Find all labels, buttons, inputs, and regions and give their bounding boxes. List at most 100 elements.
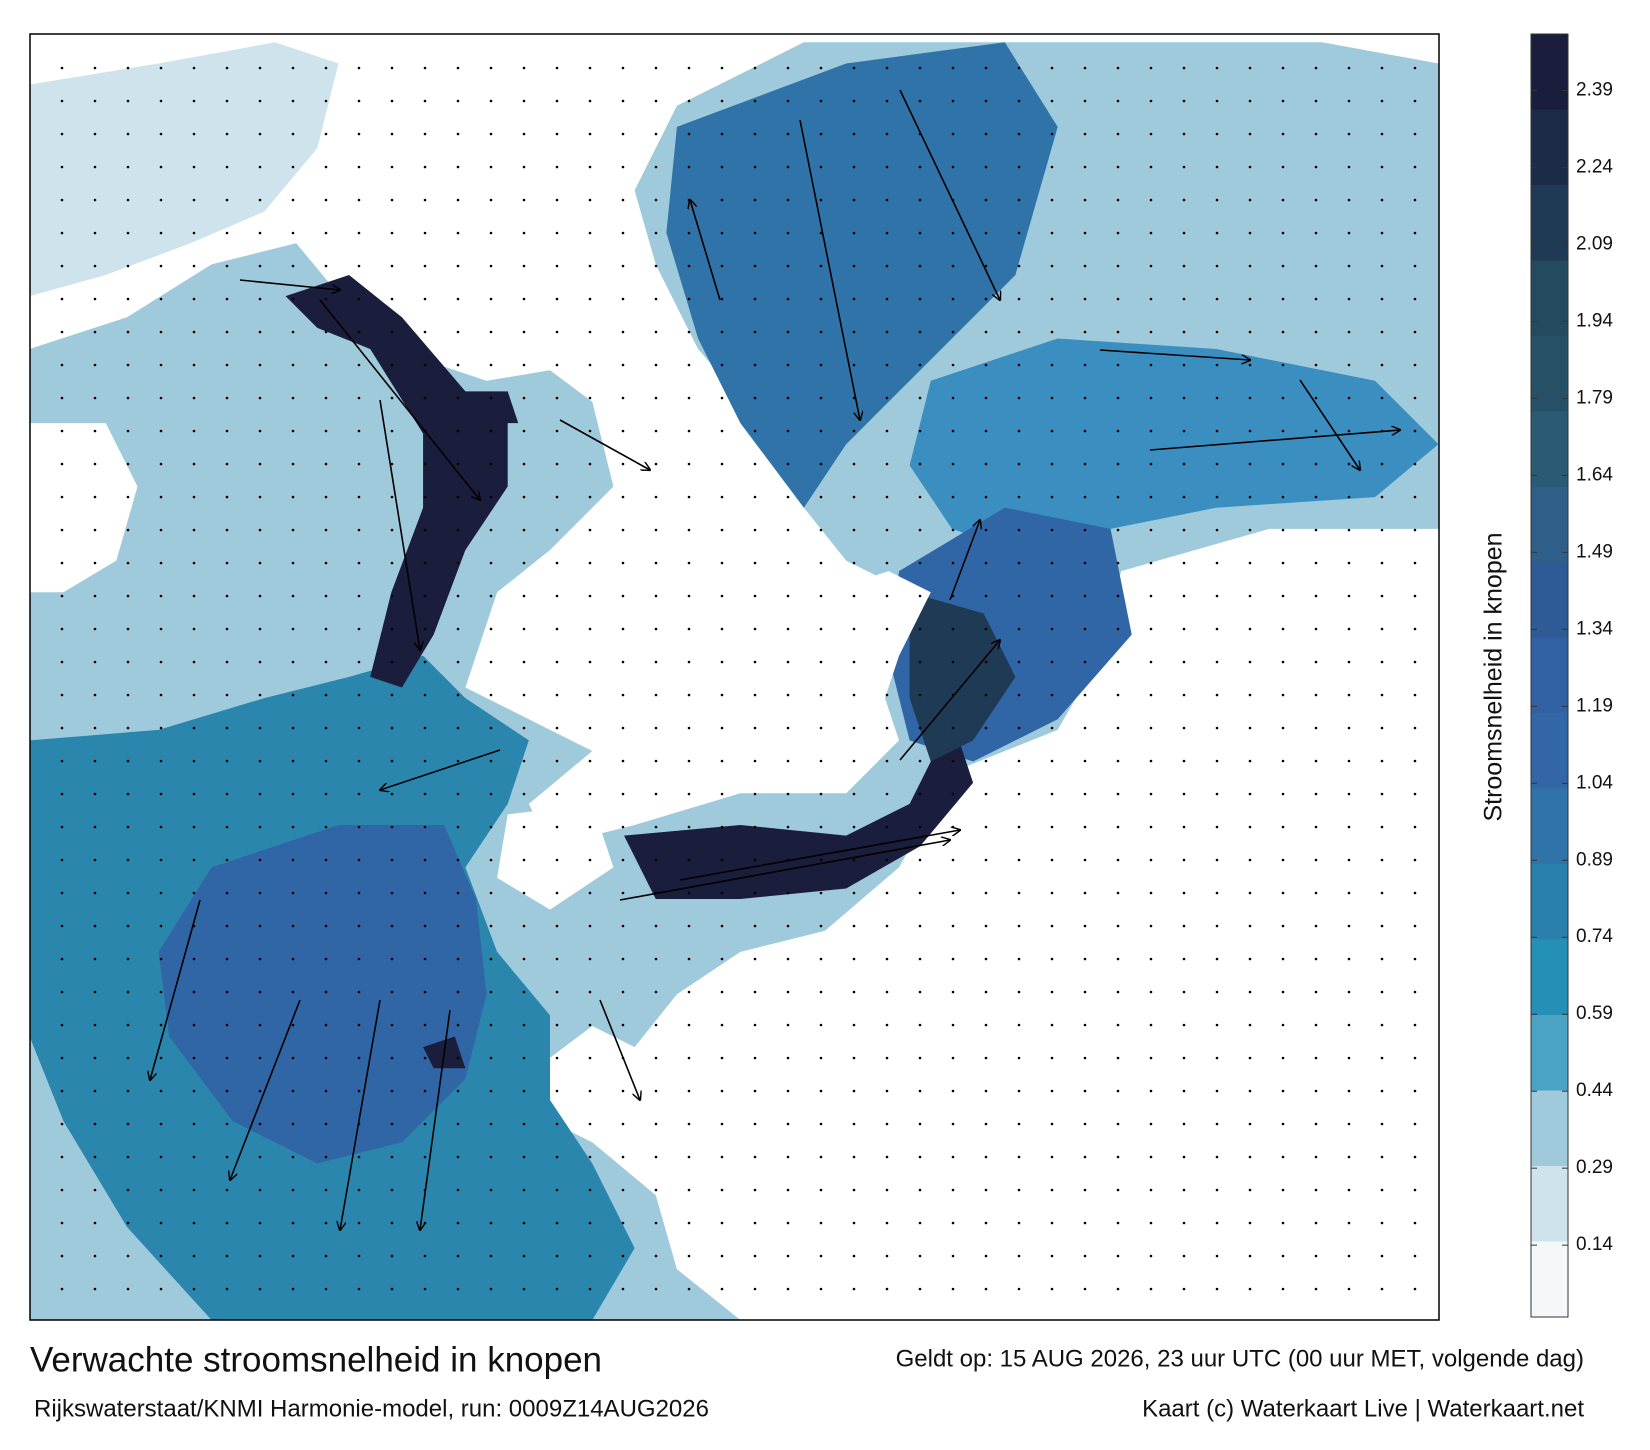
grid-dot: [456, 693, 460, 697]
grid-dot: [1083, 462, 1087, 466]
grid-dot: [1182, 627, 1186, 631]
grid-dot: [60, 660, 64, 664]
grid-dot: [1248, 891, 1252, 895]
grid-dot: [126, 1089, 130, 1093]
grid-dot: [159, 1023, 163, 1027]
grid-dot: [1017, 627, 1021, 631]
grid-dot: [324, 990, 328, 994]
grid-dot: [555, 66, 559, 70]
grid-dot: [291, 1155, 295, 1159]
grid-dot: [885, 1056, 889, 1060]
grid-dot: [456, 990, 460, 994]
grid-dot: [753, 1056, 757, 1060]
grid-dot: [1347, 1056, 1351, 1060]
grid-dot: [1380, 99, 1384, 103]
grid-dot: [423, 825, 427, 829]
grid-dot: [1215, 66, 1219, 70]
grid-dot: [159, 594, 163, 598]
grid-dot: [1017, 924, 1021, 928]
grid-dot: [654, 627, 658, 631]
grid-dot: [1413, 957, 1417, 961]
grid-dot: [621, 660, 625, 664]
grid-dot: [1347, 1188, 1351, 1192]
grid-dot: [60, 1188, 64, 1192]
grid-dot: [687, 957, 691, 961]
grid-dot: [1017, 363, 1021, 367]
grid-dot: [1380, 363, 1384, 367]
grid-dot: [225, 1122, 229, 1126]
grid-dot: [1248, 990, 1252, 994]
grid-dot: [1248, 198, 1252, 202]
grid-dot: [1083, 1254, 1087, 1258]
grid-dot: [258, 1023, 262, 1027]
grid-dot: [555, 594, 559, 598]
grid-dot: [654, 297, 658, 301]
grid-dot: [984, 561, 988, 565]
grid-dot: [720, 1155, 724, 1159]
grid-dot: [753, 627, 757, 631]
grid-dot: [159, 429, 163, 433]
grid-dot: [1083, 924, 1087, 928]
grid-dot: [1248, 1122, 1252, 1126]
grid-dot: [159, 957, 163, 961]
grid-dot: [819, 264, 823, 268]
grid-dot: [753, 825, 757, 829]
grid-dot: [357, 693, 361, 697]
grid-dot: [1281, 99, 1285, 103]
current-arrow: [690, 200, 721, 301]
grid-dot: [753, 693, 757, 697]
grid-dot: [687, 594, 691, 598]
grid-dot: [1281, 1023, 1285, 1027]
grid-dot: [522, 99, 526, 103]
grid-dot: [390, 396, 394, 400]
grid-dot: [1116, 99, 1120, 103]
grid-dot: [159, 66, 163, 70]
grid-dot: [621, 990, 625, 994]
grid-dot: [324, 1287, 328, 1291]
grid-dot: [60, 528, 64, 532]
grid-dot: [1116, 231, 1120, 235]
grid-dot: [390, 429, 394, 433]
grid-dot: [588, 759, 592, 763]
current-arrow: [559, 419, 650, 470]
grid-dot: [687, 759, 691, 763]
grid-dot: [1083, 330, 1087, 334]
grid-dot: [126, 462, 130, 466]
grid-dot: [720, 66, 724, 70]
grid-dot: [1380, 66, 1384, 70]
grid-dot: [1380, 330, 1384, 334]
grid-dot: [93, 165, 97, 169]
grid-dot: [852, 957, 856, 961]
grid-dot: [1215, 1254, 1219, 1258]
grid-dot: [1149, 297, 1153, 301]
grid-dot: [1347, 924, 1351, 928]
grid-dot: [588, 462, 592, 466]
grid-dot: [753, 759, 757, 763]
grid-dot: [786, 693, 790, 697]
grid-dot: [918, 990, 922, 994]
grid-dot: [60, 792, 64, 796]
grid-dot: [555, 297, 559, 301]
grid-dot: [687, 1155, 691, 1159]
grid-dot: [918, 891, 922, 895]
grid-dot: [192, 1221, 196, 1225]
grid-dot: [1248, 1023, 1252, 1027]
grid-dot: [1116, 726, 1120, 730]
grid-dot: [258, 825, 262, 829]
grid-dot: [1083, 363, 1087, 367]
grid-dot: [588, 1056, 592, 1060]
grid-dot: [852, 165, 856, 169]
grid-dot: [1413, 891, 1417, 895]
grid-dot: [687, 1188, 691, 1192]
grid-dot: [1017, 495, 1021, 499]
grid-dot: [753, 594, 757, 598]
grid-dot: [819, 1155, 823, 1159]
grid-dot: [1116, 858, 1120, 862]
grid-dot: [918, 825, 922, 829]
grid-dot: [1314, 231, 1318, 235]
grid-dot: [786, 462, 790, 466]
grid-dot: [1281, 330, 1285, 334]
grid-dot: [654, 231, 658, 235]
grid-dot: [1314, 429, 1318, 433]
current-arrow: [1099, 349, 1250, 360]
